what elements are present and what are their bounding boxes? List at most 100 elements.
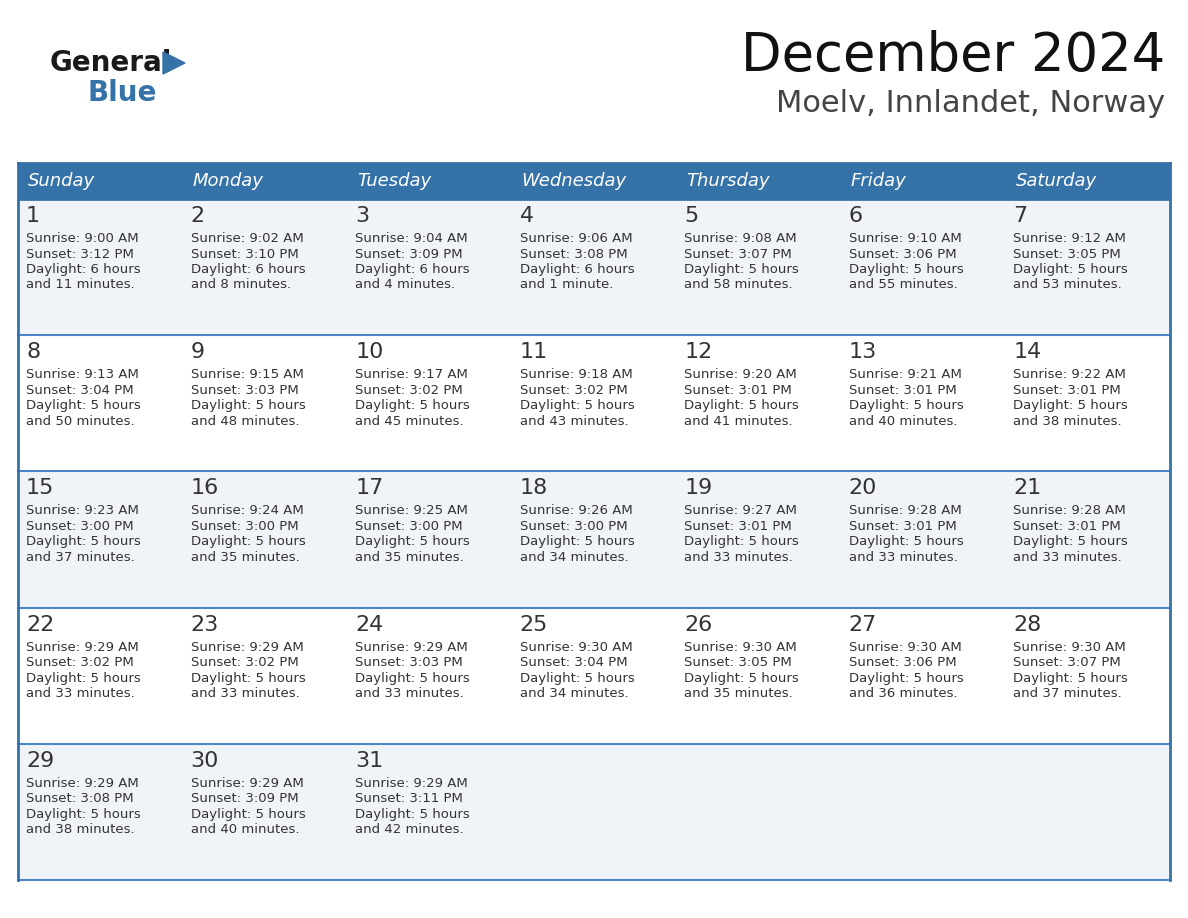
Text: Sunrise: 9:12 AM: Sunrise: 9:12 AM: [1013, 232, 1126, 245]
Bar: [183, 744, 347, 880]
Text: Blue: Blue: [88, 79, 157, 107]
Text: Sunset: 3:00 PM: Sunset: 3:00 PM: [519, 520, 627, 533]
Text: 13: 13: [849, 342, 877, 363]
Text: and 33 minutes.: and 33 minutes.: [190, 687, 299, 700]
Bar: [841, 335, 1005, 472]
Bar: [1005, 472, 1170, 608]
Text: Sunset: 3:02 PM: Sunset: 3:02 PM: [519, 384, 627, 397]
Text: 21: 21: [1013, 478, 1042, 498]
Text: Sunset: 3:00 PM: Sunset: 3:00 PM: [355, 520, 463, 533]
Text: Sunrise: 9:13 AM: Sunrise: 9:13 AM: [26, 368, 139, 381]
Text: Daylight: 5 hours: Daylight: 5 hours: [1013, 535, 1129, 548]
Text: Sunrise: 9:27 AM: Sunrise: 9:27 AM: [684, 504, 797, 518]
Bar: [841, 608, 1005, 744]
Text: and 42 minutes.: and 42 minutes.: [355, 823, 463, 836]
Text: 29: 29: [26, 751, 55, 771]
Text: Daylight: 5 hours: Daylight: 5 hours: [190, 808, 305, 821]
Bar: [18, 163, 183, 199]
Text: and 48 minutes.: and 48 minutes.: [190, 415, 299, 428]
Text: December 2024: December 2024: [741, 30, 1165, 82]
Text: and 38 minutes.: and 38 minutes.: [1013, 415, 1121, 428]
Text: Sunrise: 9:29 AM: Sunrise: 9:29 AM: [26, 641, 139, 654]
Bar: [183, 335, 347, 472]
Text: and 4 minutes.: and 4 minutes.: [355, 278, 455, 292]
Bar: [676, 199, 841, 335]
Text: and 35 minutes.: and 35 minutes.: [355, 551, 463, 564]
Text: Daylight: 6 hours: Daylight: 6 hours: [26, 263, 140, 276]
Text: 18: 18: [519, 478, 548, 498]
Bar: [676, 335, 841, 472]
Text: Daylight: 5 hours: Daylight: 5 hours: [684, 399, 800, 412]
Text: and 33 minutes.: and 33 minutes.: [684, 551, 794, 564]
Text: and 33 minutes.: and 33 minutes.: [355, 687, 463, 700]
Text: and 1 minute.: and 1 minute.: [519, 278, 613, 292]
Text: 10: 10: [355, 342, 384, 363]
Text: Daylight: 5 hours: Daylight: 5 hours: [26, 808, 140, 821]
Text: Sunrise: 9:22 AM: Sunrise: 9:22 AM: [1013, 368, 1126, 381]
Text: Sunrise: 9:02 AM: Sunrise: 9:02 AM: [190, 232, 303, 245]
Text: General: General: [50, 49, 172, 77]
Text: Sunset: 3:01 PM: Sunset: 3:01 PM: [849, 384, 956, 397]
Text: Sunrise: 9:10 AM: Sunrise: 9:10 AM: [849, 232, 961, 245]
Text: Friday: Friday: [851, 172, 906, 190]
Text: Daylight: 5 hours: Daylight: 5 hours: [849, 399, 963, 412]
Text: Sunset: 3:12 PM: Sunset: 3:12 PM: [26, 248, 134, 261]
Text: and 45 minutes.: and 45 minutes.: [355, 415, 463, 428]
Text: 11: 11: [519, 342, 548, 363]
Text: and 58 minutes.: and 58 minutes.: [684, 278, 792, 292]
Text: 7: 7: [1013, 206, 1028, 226]
Text: Sunset: 3:08 PM: Sunset: 3:08 PM: [26, 792, 133, 805]
Text: 2: 2: [190, 206, 204, 226]
Text: Sunrise: 9:08 AM: Sunrise: 9:08 AM: [684, 232, 797, 245]
Bar: [18, 744, 183, 880]
Text: Sunset: 3:01 PM: Sunset: 3:01 PM: [684, 520, 792, 533]
Bar: [183, 163, 347, 199]
Text: Sunrise: 9:15 AM: Sunrise: 9:15 AM: [190, 368, 303, 381]
Text: and 33 minutes.: and 33 minutes.: [849, 551, 958, 564]
Text: Sunrise: 9:30 AM: Sunrise: 9:30 AM: [849, 641, 961, 654]
Bar: [1005, 608, 1170, 744]
Text: Sunset: 3:01 PM: Sunset: 3:01 PM: [849, 520, 956, 533]
Text: Sunrise: 9:06 AM: Sunrise: 9:06 AM: [519, 232, 632, 245]
Text: Sunset: 3:05 PM: Sunset: 3:05 PM: [1013, 248, 1121, 261]
Bar: [347, 608, 512, 744]
Text: 8: 8: [26, 342, 40, 363]
Text: Sunrise: 9:30 AM: Sunrise: 9:30 AM: [1013, 641, 1126, 654]
Text: Daylight: 5 hours: Daylight: 5 hours: [190, 399, 305, 412]
Text: and 38 minutes.: and 38 minutes.: [26, 823, 134, 836]
Bar: [18, 199, 183, 335]
Text: Sunset: 3:02 PM: Sunset: 3:02 PM: [190, 656, 298, 669]
Text: Sunrise: 9:17 AM: Sunrise: 9:17 AM: [355, 368, 468, 381]
Text: Daylight: 5 hours: Daylight: 5 hours: [519, 535, 634, 548]
Bar: [512, 608, 676, 744]
Bar: [512, 199, 676, 335]
Text: 27: 27: [849, 614, 877, 634]
Bar: [347, 199, 512, 335]
Text: 16: 16: [190, 478, 219, 498]
Text: Sunset: 3:10 PM: Sunset: 3:10 PM: [190, 248, 298, 261]
Bar: [347, 472, 512, 608]
Bar: [841, 744, 1005, 880]
Text: Daylight: 6 hours: Daylight: 6 hours: [190, 263, 305, 276]
Bar: [18, 608, 183, 744]
Text: Sunset: 3:02 PM: Sunset: 3:02 PM: [355, 384, 463, 397]
Text: Daylight: 5 hours: Daylight: 5 hours: [684, 263, 800, 276]
Text: Daylight: 5 hours: Daylight: 5 hours: [190, 535, 305, 548]
Text: Sunrise: 9:29 AM: Sunrise: 9:29 AM: [355, 777, 468, 789]
Text: Sunrise: 9:28 AM: Sunrise: 9:28 AM: [1013, 504, 1126, 518]
Bar: [347, 744, 512, 880]
Text: Sunrise: 9:25 AM: Sunrise: 9:25 AM: [355, 504, 468, 518]
Text: Sunrise: 9:00 AM: Sunrise: 9:00 AM: [26, 232, 139, 245]
Text: Tuesday: Tuesday: [358, 172, 431, 190]
Text: Daylight: 5 hours: Daylight: 5 hours: [355, 672, 470, 685]
Text: Sunset: 3:07 PM: Sunset: 3:07 PM: [684, 248, 792, 261]
Bar: [1005, 163, 1170, 199]
Text: and 41 minutes.: and 41 minutes.: [684, 415, 792, 428]
Text: 1: 1: [26, 206, 40, 226]
Text: Sunrise: 9:24 AM: Sunrise: 9:24 AM: [190, 504, 303, 518]
Text: Sunset: 3:08 PM: Sunset: 3:08 PM: [519, 248, 627, 261]
Text: 28: 28: [1013, 614, 1042, 634]
Text: Sunrise: 9:26 AM: Sunrise: 9:26 AM: [519, 504, 632, 518]
Text: Sunset: 3:09 PM: Sunset: 3:09 PM: [355, 248, 463, 261]
Text: Sunrise: 9:30 AM: Sunrise: 9:30 AM: [684, 641, 797, 654]
